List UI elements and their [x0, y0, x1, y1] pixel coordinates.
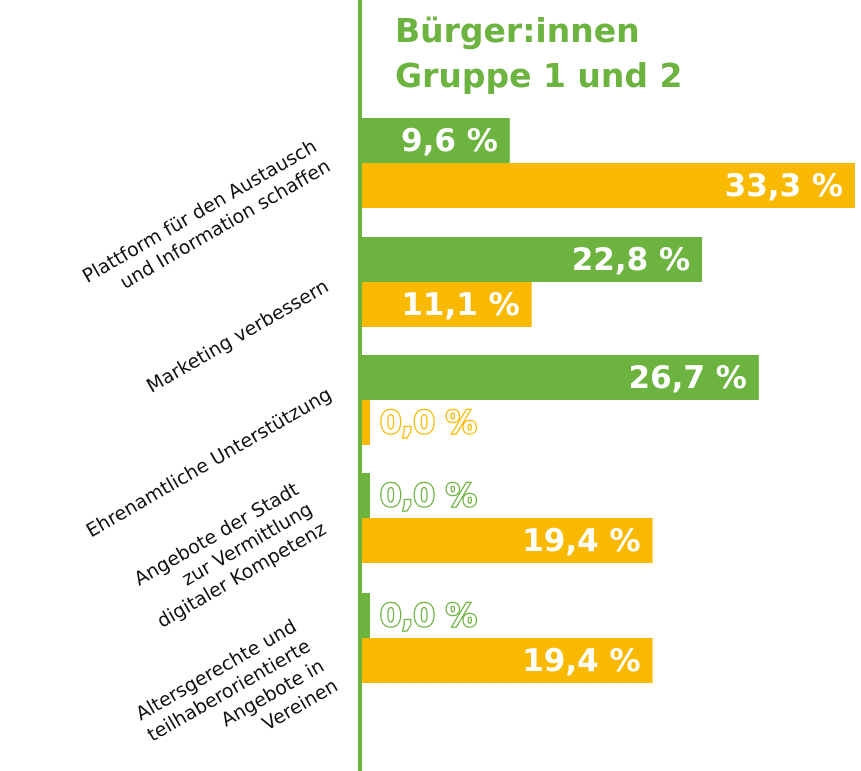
- chart-title: Gruppe 1 und 2: [395, 56, 682, 95]
- chart-title: Bürger:innen: [395, 11, 640, 50]
- category-label: Altersgerechte undteilhaberorientierteAn…: [132, 615, 342, 746]
- bar: [362, 400, 370, 445]
- value-label: 33,3 %: [725, 168, 843, 204]
- bar: [362, 237, 703, 282]
- value-label: 19,4 %: [522, 523, 640, 559]
- category-label-line: Marketing verbessern: [143, 275, 333, 397]
- value-label: 9,6 %: [401, 123, 498, 159]
- category-label: Marketing verbessern: [143, 275, 333, 397]
- category-label-line: und Information schaffen: [116, 155, 334, 294]
- bar: [362, 163, 855, 208]
- value-label: 0,0 %: [380, 405, 477, 441]
- value-label: 0,0 %: [380, 598, 477, 634]
- value-label: 11,1 %: [401, 287, 519, 323]
- value-label: 22,8 %: [572, 242, 690, 278]
- bar: [362, 282, 532, 327]
- bar: [362, 593, 370, 638]
- bar: [362, 355, 759, 400]
- value-label: 26,7 %: [629, 360, 747, 396]
- category-label-line: Plattform für den Austausch: [79, 135, 321, 287]
- bar: [362, 638, 653, 683]
- bar: [362, 118, 510, 163]
- value-label: 19,4 %: [522, 643, 640, 679]
- value-label: 0,0 %: [380, 478, 477, 514]
- bar: [362, 473, 370, 518]
- bar: [362, 518, 653, 563]
